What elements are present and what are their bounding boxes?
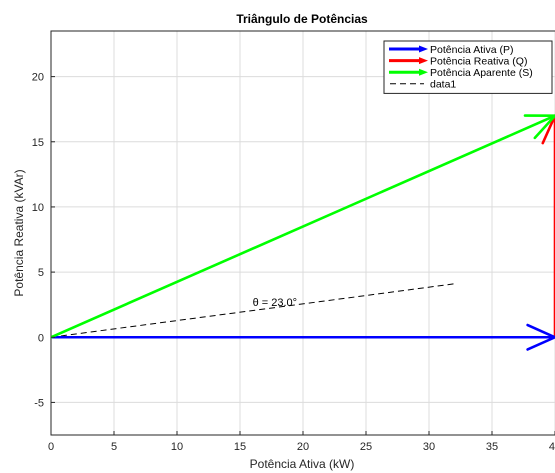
legend-swatch-head (419, 45, 428, 53)
apparent-power-arrow-shaft (51, 114, 555, 339)
legend-label: data1 (430, 79, 456, 91)
plot-area (50, 30, 555, 436)
angle-dashed-line (51, 283, 455, 338)
legend-label: Potência Ativa (P) (430, 44, 513, 56)
apparent-power-arrow (51, 114, 555, 339)
x-tick-label: 15 (234, 441, 246, 453)
angle-annotation: θ = 23.0° (253, 297, 297, 309)
y-tick-label: 20 (32, 72, 44, 84)
x-tick-label: 40 (549, 441, 555, 453)
legend-label: Potência Reativa (Q) (430, 55, 527, 67)
legend: Potência Ativa (P)Potência Reativa (Q)Po… (383, 40, 553, 94)
x-tick-label: 0 (48, 441, 54, 453)
tick-labels: 0 5 10 15 20 25 30 35 40 -5 0 5 10 15 20 (32, 72, 555, 453)
series-layer (51, 114, 555, 351)
apparent-power-arrow-head (523, 114, 555, 140)
y-axis-label: Potência Reativa (kVAr) (12, 169, 26, 296)
x-tick-label: 30 (423, 441, 435, 453)
legend-item: data1 (390, 79, 456, 91)
chart-title: Triângulo de Potências (236, 12, 368, 26)
active-power-arrow-head (526, 323, 555, 351)
x-tick-label: 25 (360, 441, 372, 453)
legend-item: Potência Aparente (S) (389, 67, 533, 79)
reactive-power-arrow-head (541, 114, 555, 145)
legend-label: Potência Aparente (S) (430, 67, 533, 79)
x-tick-label: 20 (297, 441, 309, 453)
reactive-power-arrow (541, 114, 555, 339)
y-tick-label: 15 (32, 137, 44, 149)
x-tick-label: 5 (111, 441, 117, 453)
x-axis-label: Potência Ativa (kW) (250, 457, 355, 471)
legend-item: Potência Ativa (P) (389, 44, 513, 56)
x-tick-label: 35 (486, 441, 498, 453)
legend-swatch-head (419, 57, 428, 65)
y-tick-label: 0 (38, 332, 44, 344)
x-tick-label: 10 (171, 441, 183, 453)
legend-swatch-head (419, 68, 428, 76)
y-tick-label: 10 (32, 202, 44, 214)
y-tick-label: 5 (38, 267, 44, 279)
active-power-arrow (51, 323, 555, 351)
y-tick-label: -5 (34, 397, 44, 409)
legend-item: Potência Reativa (Q) (389, 55, 527, 67)
